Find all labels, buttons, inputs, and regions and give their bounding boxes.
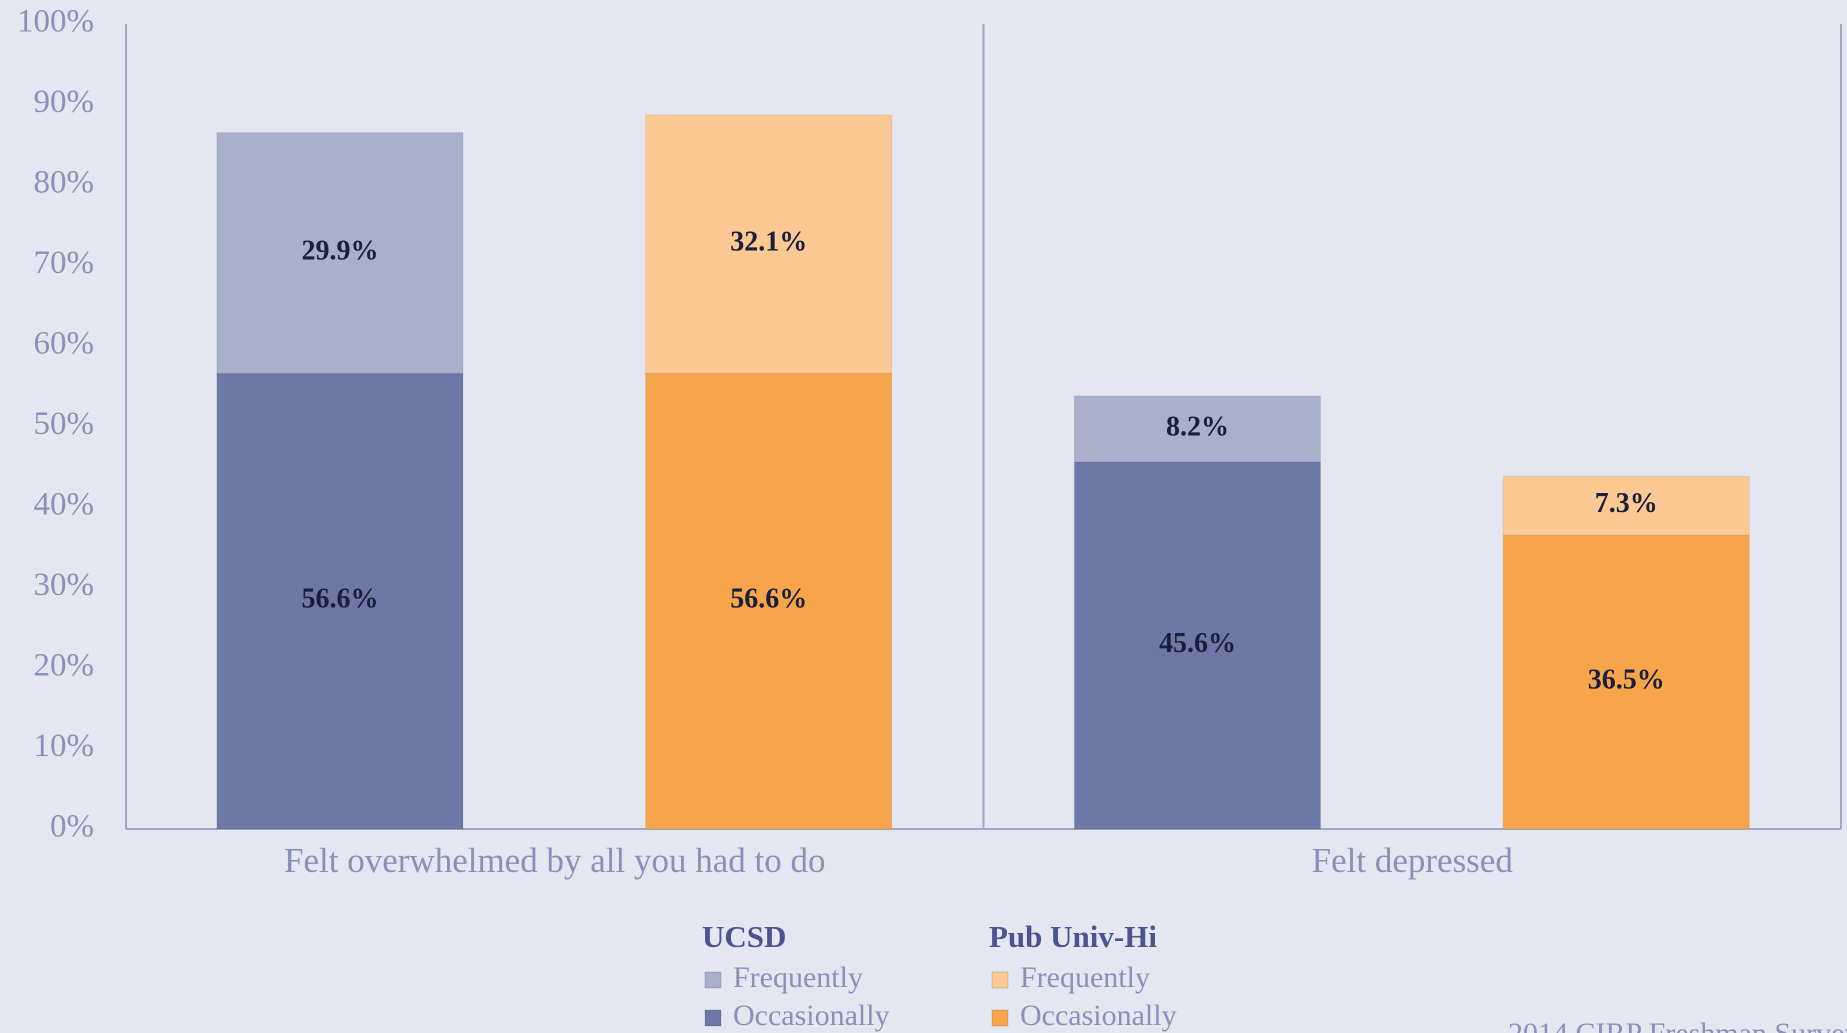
bar-segment <box>1073 395 1321 463</box>
bar-segment <box>645 372 893 830</box>
data-label: 45.6% <box>1159 628 1236 659</box>
bar-segment <box>216 372 464 830</box>
data-label: 56.6% <box>301 584 378 615</box>
legend-label: Frequently <box>1020 961 1150 994</box>
bar-segment <box>645 114 893 374</box>
source-note: 2014 CIRP Freshman Survey <box>1508 1017 1847 1033</box>
legend-swatch <box>704 971 722 989</box>
legend-swatch <box>991 971 1009 989</box>
bar-segment <box>216 132 464 374</box>
y-tick-label: 40% <box>34 487 95 523</box>
legend-label: Occasionally <box>733 999 890 1032</box>
bar-segment <box>1502 475 1750 536</box>
y-tick-label: 60% <box>34 326 95 362</box>
legend-title: Pub Univ-Hi <box>989 919 1157 954</box>
y-tick-label: 90% <box>34 84 95 120</box>
y-tick-label: 80% <box>34 165 95 201</box>
y-tick-label: 0% <box>50 809 94 845</box>
data-label: 29.9% <box>301 235 378 266</box>
y-tick-label: 50% <box>34 406 95 442</box>
bar-segment <box>1502 534 1750 830</box>
data-label: 56.6% <box>730 584 807 615</box>
legend-title: UCSD <box>702 919 786 954</box>
x-tick-label: Felt depressed <box>1312 841 1514 880</box>
legend-swatch <box>991 1009 1009 1027</box>
y-tick-label: 20% <box>34 648 95 684</box>
y-tick-label: 70% <box>34 245 95 281</box>
y-tick-label: 10% <box>34 728 95 764</box>
data-label: 7.3% <box>1595 488 1658 519</box>
y-tick-label: 100% <box>17 4 94 40</box>
legend-label: Frequently <box>733 961 863 994</box>
bar-segment <box>1073 461 1321 830</box>
y-tick-label: 30% <box>34 567 95 603</box>
data-label: 32.1% <box>730 227 807 258</box>
legend-label: Occasionally <box>1020 999 1177 1032</box>
legend-swatch <box>704 1009 722 1027</box>
data-label: 36.5% <box>1588 665 1665 696</box>
x-tick-label: Felt overwhelmed by all you had to do <box>284 841 825 880</box>
data-label: 8.2% <box>1166 411 1229 442</box>
